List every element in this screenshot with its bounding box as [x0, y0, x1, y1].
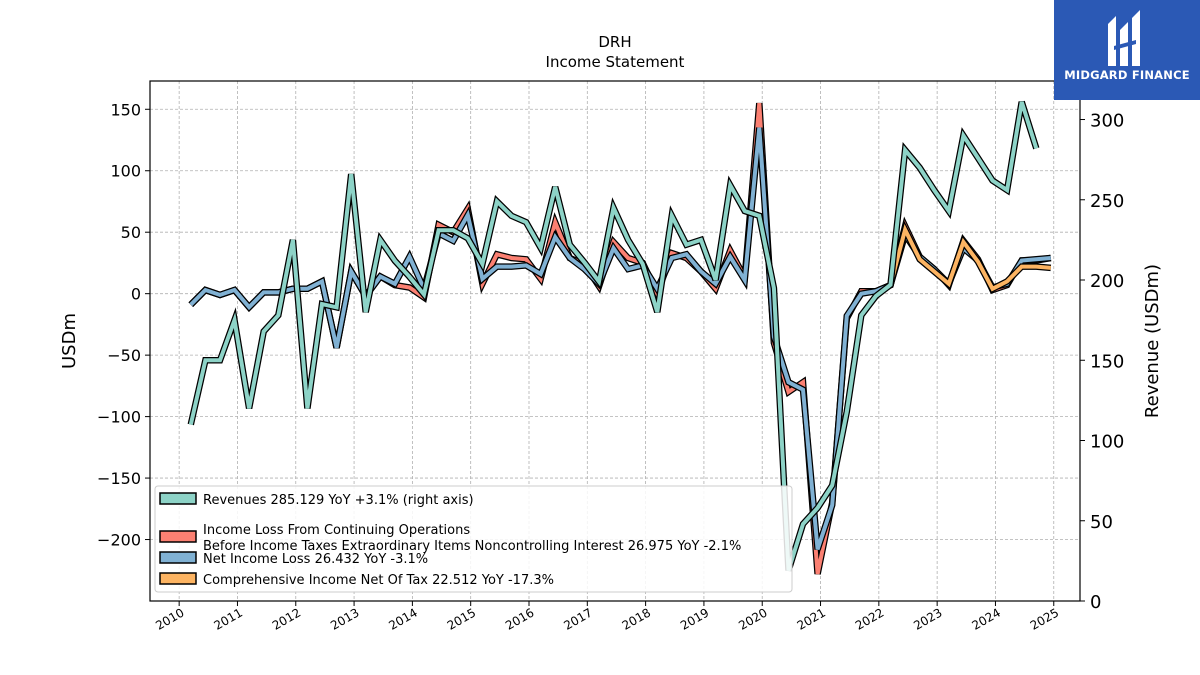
x-tick-label: 2020: [736, 605, 769, 632]
x-tick-label: 2015: [445, 605, 478, 632]
legend: Revenues 285.129 YoY +3.1% (right axis) I…: [154, 485, 793, 593]
x-tick-label: 2022: [853, 605, 886, 632]
y-tick-label: −200: [97, 531, 141, 550]
y-tick-label: −50: [107, 346, 141, 365]
plot-frame: [149, 80, 1081, 602]
y-right-tick-label: 0: [1090, 592, 1101, 613]
chart-subtitle: Income Statement: [546, 53, 685, 71]
y-tick-label: −150: [97, 469, 141, 488]
logo-text: MIDGARD FINANCE: [1064, 68, 1190, 82]
x-tick-label: 2010: [153, 605, 186, 632]
legend-label: Revenues 285.129 YoY +3.1% (right axis): [203, 493, 474, 508]
y-right-tick-label: 150: [1090, 351, 1124, 372]
y-axis-label-right: Revenue (USDm): [1142, 264, 1163, 418]
legend-label: Comprehensive Income Net Of Tax 22.512 Y…: [203, 573, 554, 588]
x-tick-label: 2017: [561, 605, 594, 632]
x-tick-label: 2018: [620, 605, 653, 632]
y-right-tick-label: 100: [1090, 432, 1124, 453]
legend-swatch: [159, 551, 197, 564]
legend-label: Income Loss From Continuing Operations: [203, 523, 470, 538]
series-line: [188, 101, 1039, 572]
legend-label: Before Income Taxes Extraordinary Items …: [203, 539, 741, 554]
y-right-tick-label: 250: [1090, 191, 1124, 212]
x-tick-label: 2024: [970, 605, 1003, 632]
x-tick-label: 2019: [678, 605, 711, 632]
y-right-tick-label: 50: [1090, 512, 1113, 533]
chart-title: DRH: [598, 33, 631, 51]
midgard-logo-icon: [1108, 10, 1140, 66]
x-tick-label: 2012: [270, 605, 303, 632]
series-3: [887, 220, 1052, 294]
y-axis-label-left: USDm: [59, 313, 80, 369]
x-tick-label: 2023: [911, 605, 944, 632]
legend-swatch: [159, 530, 197, 543]
x-tick-label: 2013: [328, 605, 361, 632]
legend-swatch: [159, 492, 197, 505]
y-tick-label: 50: [121, 223, 141, 242]
y-right-tick-label: 300: [1090, 111, 1124, 132]
legend-swatch: [159, 572, 197, 585]
x-tick-label: 2021: [795, 605, 828, 632]
x-tick-label: 2016: [503, 605, 536, 632]
x-tick-label: 2011: [212, 605, 245, 632]
brand-logo: MIDGARD FINANCE: [1054, 0, 1200, 100]
legend-box: [154, 485, 793, 593]
y-tick-label: 150: [110, 100, 141, 119]
y-tick-label: −100: [97, 408, 141, 427]
y-tick-label: 100: [110, 162, 141, 181]
series-layer: [187, 100, 1052, 575]
y-tick-label: 0: [131, 285, 141, 304]
y-right-tick-label: 200: [1090, 271, 1124, 292]
x-tick-label: 2014: [386, 605, 419, 632]
series-line: [888, 224, 1051, 292]
series-0: [187, 100, 1040, 572]
x-tick-label: 2025: [1028, 605, 1061, 632]
legend-label: Net Income Loss 26.432 YoY -3.1%: [203, 552, 428, 567]
